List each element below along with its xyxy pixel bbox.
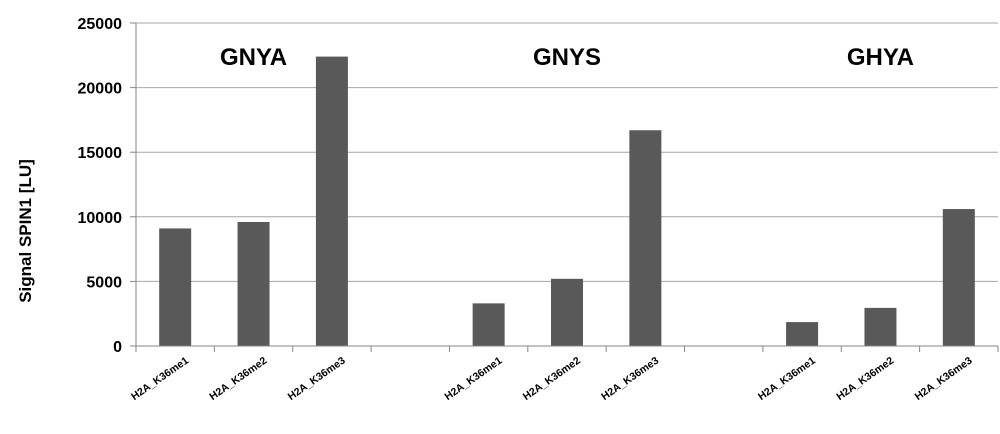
- group-label-gnys: GNYS: [533, 44, 601, 71]
- bar-gnya-3: [315, 56, 348, 346]
- y-tick-label: 25000: [78, 16, 123, 33]
- x-category-labels: H2A_K36me1 H2A_K36me2 H2A_K36me3 H2A_K36me1…: [129, 355, 975, 403]
- bar-ghya-1: [786, 322, 819, 346]
- gridlines: [136, 22, 998, 282]
- bar-gnys-3: [629, 130, 662, 346]
- x-category-label: H2A_K36me3: [913, 355, 975, 403]
- bar-ghya-2: [864, 307, 897, 346]
- x-category-label: H2A_K36me2: [834, 355, 896, 403]
- y-axis-title: Signal SPIN1 [LU]: [16, 159, 35, 303]
- x-category-label: H2A_K36me3: [599, 355, 661, 403]
- bars: [159, 56, 975, 346]
- bar-gnya-1: [159, 228, 192, 346]
- x-category-label: H2A_K36me1: [756, 355, 818, 403]
- group-label-ghya: GHYA: [847, 44, 914, 71]
- x-category-label: H2A_K36me1: [129, 355, 191, 403]
- x-category-label: H2A_K36me3: [286, 355, 348, 403]
- bar-gnys-1: [472, 303, 505, 346]
- y-tick-label: 0: [113, 339, 122, 356]
- bar-gnya-2: [237, 221, 270, 346]
- y-tick-label: 20000: [78, 81, 123, 98]
- y-tick-label: 15000: [78, 145, 123, 162]
- y-tick-labels: 0 5000 10000 15000 20000 25000: [78, 16, 123, 356]
- group-labels: GNYA GNYS GHYA: [220, 44, 914, 71]
- x-category-label: H2A_K36me2: [207, 355, 269, 403]
- y-tick-label: 10000: [78, 210, 123, 227]
- axes: [130, 22, 999, 352]
- x-category-label: H2A_K36me2: [521, 355, 583, 403]
- bar-gnys-2: [551, 278, 583, 346]
- y-tick-label: 5000: [86, 274, 122, 291]
- group-label-gnya: GNYA: [220, 44, 287, 71]
- bar-ghya-3: [942, 209, 975, 346]
- x-category-label: H2A_K36me1: [442, 355, 504, 403]
